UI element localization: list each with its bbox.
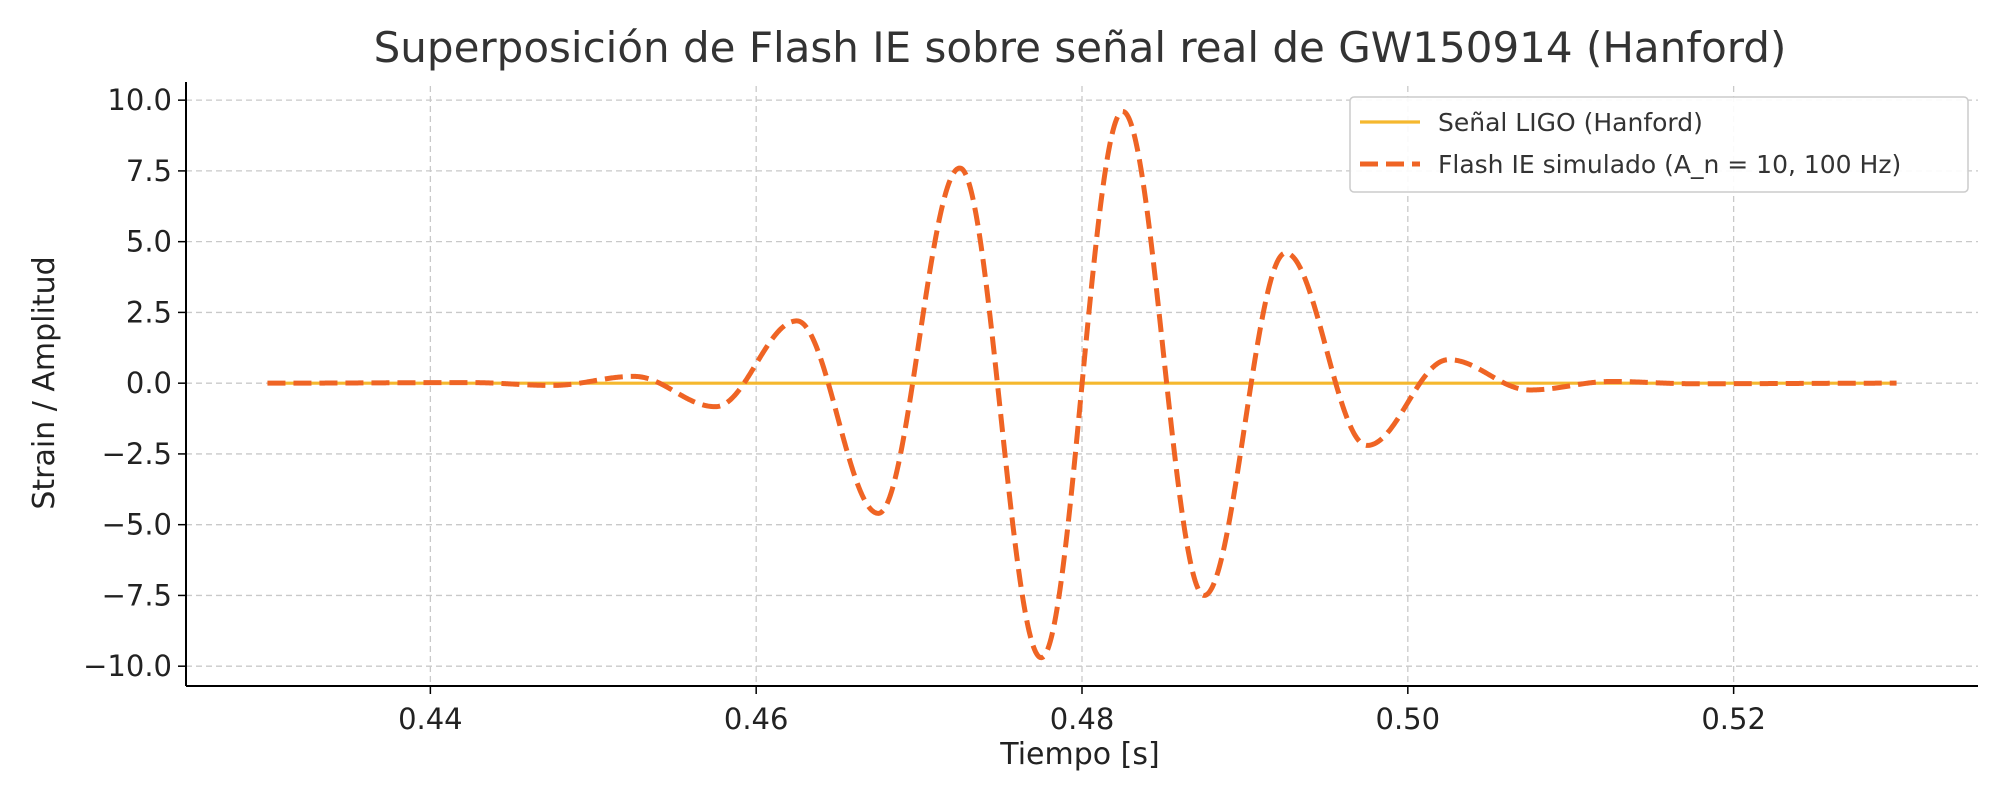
legend-box: [1349, 96, 1969, 193]
series-line-2: [265, 108, 1899, 661]
y-tick-label: 2.5: [126, 295, 172, 329]
x-tick-label: 0.50: [1376, 702, 1441, 736]
x-axis-label: Tiempo [s]: [999, 737, 1159, 772]
y-tick-label: 0.0: [126, 366, 172, 400]
x-tick-label: 0.52: [1701, 702, 1766, 736]
y-axis-label: Strain / Amplitud: [27, 256, 62, 509]
y-tick-label: 5.0: [126, 225, 172, 259]
x-tick-label: 0.46: [724, 702, 789, 736]
y-tick-label: −7.5: [102, 578, 172, 612]
x-tick-label: 0.44: [398, 702, 463, 736]
plot-area: [265, 108, 1899, 661]
legend-label-1: Señal LIGO (Hanford): [1438, 108, 1703, 137]
legend-label-2: Flash IE simulado (A_n = 10, 100 Hz): [1438, 150, 1901, 179]
axes: 0.44 0.46 0.48 0.50 0.52 10.0 7.5 5.0 2.5 0.0 −2.5…: [83, 82, 1978, 736]
y-tick-label: −5.0: [102, 508, 172, 542]
y-tick-label: 7.5: [126, 154, 172, 188]
y-tick-label: 10.0: [107, 83, 172, 117]
legend: Señal LIGO (Hanford) Flash IE simulado (A…: [1349, 96, 1969, 193]
y-tick-label: −2.5: [102, 437, 172, 471]
chart-title: Superposición de Flash IE sobre señal re…: [374, 23, 1787, 72]
y-tick-label: −10.0: [83, 649, 172, 683]
x-tick-label: 0.48: [1050, 702, 1115, 736]
